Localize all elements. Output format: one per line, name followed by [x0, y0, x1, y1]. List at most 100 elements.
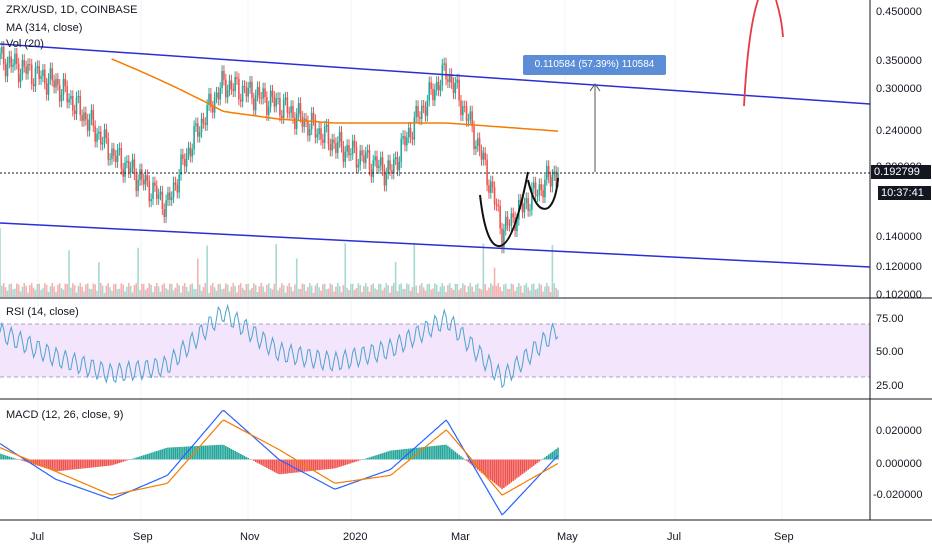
- time-tick: Jul: [30, 531, 44, 543]
- candle-body: [226, 90, 229, 98]
- volume-bar: [86, 283, 89, 297]
- rsi-tick: 25.00: [876, 380, 904, 392]
- candle-body: [506, 216, 509, 225]
- macd-hist-bar: [109, 459, 111, 466]
- macd-hist-bar: [411, 448, 414, 460]
- macd-hist-bar: [534, 459, 537, 465]
- macd-hist-bar: [430, 446, 432, 460]
- candle-body: [124, 162, 126, 177]
- volume-bar: [12, 289, 14, 297]
- volume-bar: [253, 283, 255, 297]
- macd-hist-bar: [512, 459, 515, 482]
- macd-hist-bar: [167, 447, 169, 460]
- macd-hist-bar: [426, 446, 429, 460]
- macd-hist-bar: [187, 446, 190, 460]
- volume-bar: [497, 283, 500, 297]
- volume-legend[interactable]: Vol (20): [6, 38, 44, 50]
- candle-body: [279, 97, 281, 116]
- macd-legend[interactable]: MACD (12, 26, close, 9): [6, 409, 124, 421]
- candle-body: [435, 81, 438, 90]
- macd-hist-bar: [1, 454, 3, 460]
- candle-body: [137, 179, 139, 191]
- volume-bar: [348, 290, 350, 297]
- volume-bar: [219, 283, 222, 297]
- candle-body: [210, 93, 212, 107]
- symbol-title[interactable]: ZRX/USD, 1D, COINBASE: [6, 4, 138, 16]
- macd-hist-bar: [12, 457, 14, 460]
- macd-hist-bar: [525, 459, 528, 472]
- candle-body: [256, 87, 259, 96]
- macd-hist-bar: [308, 459, 311, 472]
- candle-body: [314, 119, 317, 138]
- volume-bar: [284, 292, 287, 297]
- macd-hist-bar: [491, 459, 494, 482]
- volume-bar: [359, 284, 361, 297]
- candle-body: [469, 111, 472, 120]
- measure-arrowhead: [589, 83, 601, 92]
- macd-hist-bar: [70, 459, 72, 470]
- time-axis[interactable]: Jul Sep Nov 2020 Mar May Jul Sep: [30, 531, 794, 543]
- cup-curve[interactable]: [479, 171, 529, 247]
- rsi-legend[interactable]: RSI (14, close): [6, 306, 79, 318]
- candle-body: [42, 69, 44, 77]
- volume-bar: [264, 291, 266, 297]
- macd-hist-bar: [178, 446, 180, 460]
- grid-lines: [37, 0, 783, 520]
- macd-hist-bar: [47, 459, 50, 470]
- macd-hist-bar: [139, 456, 141, 460]
- candle-body: [385, 173, 388, 186]
- macd-axis[interactable]: 0.020000 0.000000 -0.020000: [873, 425, 923, 501]
- volume-bar: [336, 283, 339, 297]
- volume-bar: [527, 287, 529, 297]
- measure-label[interactable]: 0.110584 (57.39%) 110584: [523, 55, 666, 75]
- macd-hist-bar: [116, 459, 119, 464]
- volume-bar: [506, 288, 509, 297]
- macd-hist-bar: [243, 455, 246, 460]
- candle-body: [17, 63, 20, 83]
- volume-bar: [124, 291, 126, 297]
- candle-body: [83, 112, 85, 121]
- macd-hist-bar: [364, 458, 367, 460]
- macd-hist-bar: [376, 454, 378, 460]
- macd-hist-bar: [200, 445, 203, 460]
- candle-body: [208, 93, 210, 106]
- macd-hist-bar: [368, 457, 371, 460]
- macd-hist-bar: [323, 459, 326, 470]
- rsi-axis[interactable]: 75.00 50.00 25.00: [876, 313, 904, 392]
- volume-bar: [277, 290, 279, 297]
- candle-body: [355, 147, 358, 168]
- candle-body: [406, 137, 408, 146]
- ma-legend[interactable]: MA (314, close): [6, 22, 83, 34]
- candle-body: [269, 90, 272, 107]
- macd-hist-bar: [137, 456, 139, 460]
- candle-body: [327, 124, 330, 145]
- candle-body: [122, 168, 124, 177]
- candle-body: [66, 86, 68, 103]
- macd-hist-bar: [77, 459, 80, 469]
- candle-body: [527, 198, 529, 211]
- candle-body: [322, 139, 324, 143]
- macd-hist-bar: [532, 459, 535, 466]
- candle-body: [40, 76, 42, 79]
- candle-body: [482, 152, 485, 160]
- macd-hist-bar: [124, 459, 126, 462]
- price-axis[interactable]: 0.450000 0.350000 0.300000 0.240000 0.20…: [876, 6, 922, 301]
- volume-bar: [301, 283, 304, 297]
- channel-upper-line[interactable]: [0, 43, 871, 105]
- volume-bar: [521, 292, 524, 297]
- volume-bar: [163, 283, 166, 297]
- macd-hist-bar: [372, 456, 375, 460]
- channel-lower-line[interactable]: [0, 222, 871, 268]
- handle-curve[interactable]: [527, 177, 559, 210]
- macd-hist-bar: [253, 459, 255, 461]
- volume-bar: [23, 283, 26, 297]
- volume-bar: [122, 284, 124, 297]
- candle-body: [499, 205, 501, 229]
- candle-body: [183, 159, 186, 167]
- candle-body: [68, 99, 70, 103]
- candle-body: [465, 106, 468, 121]
- candle-body: [116, 149, 119, 162]
- annotation-drawing[interactable]: [743, 0, 784, 107]
- macd-hist-bar: [133, 458, 136, 460]
